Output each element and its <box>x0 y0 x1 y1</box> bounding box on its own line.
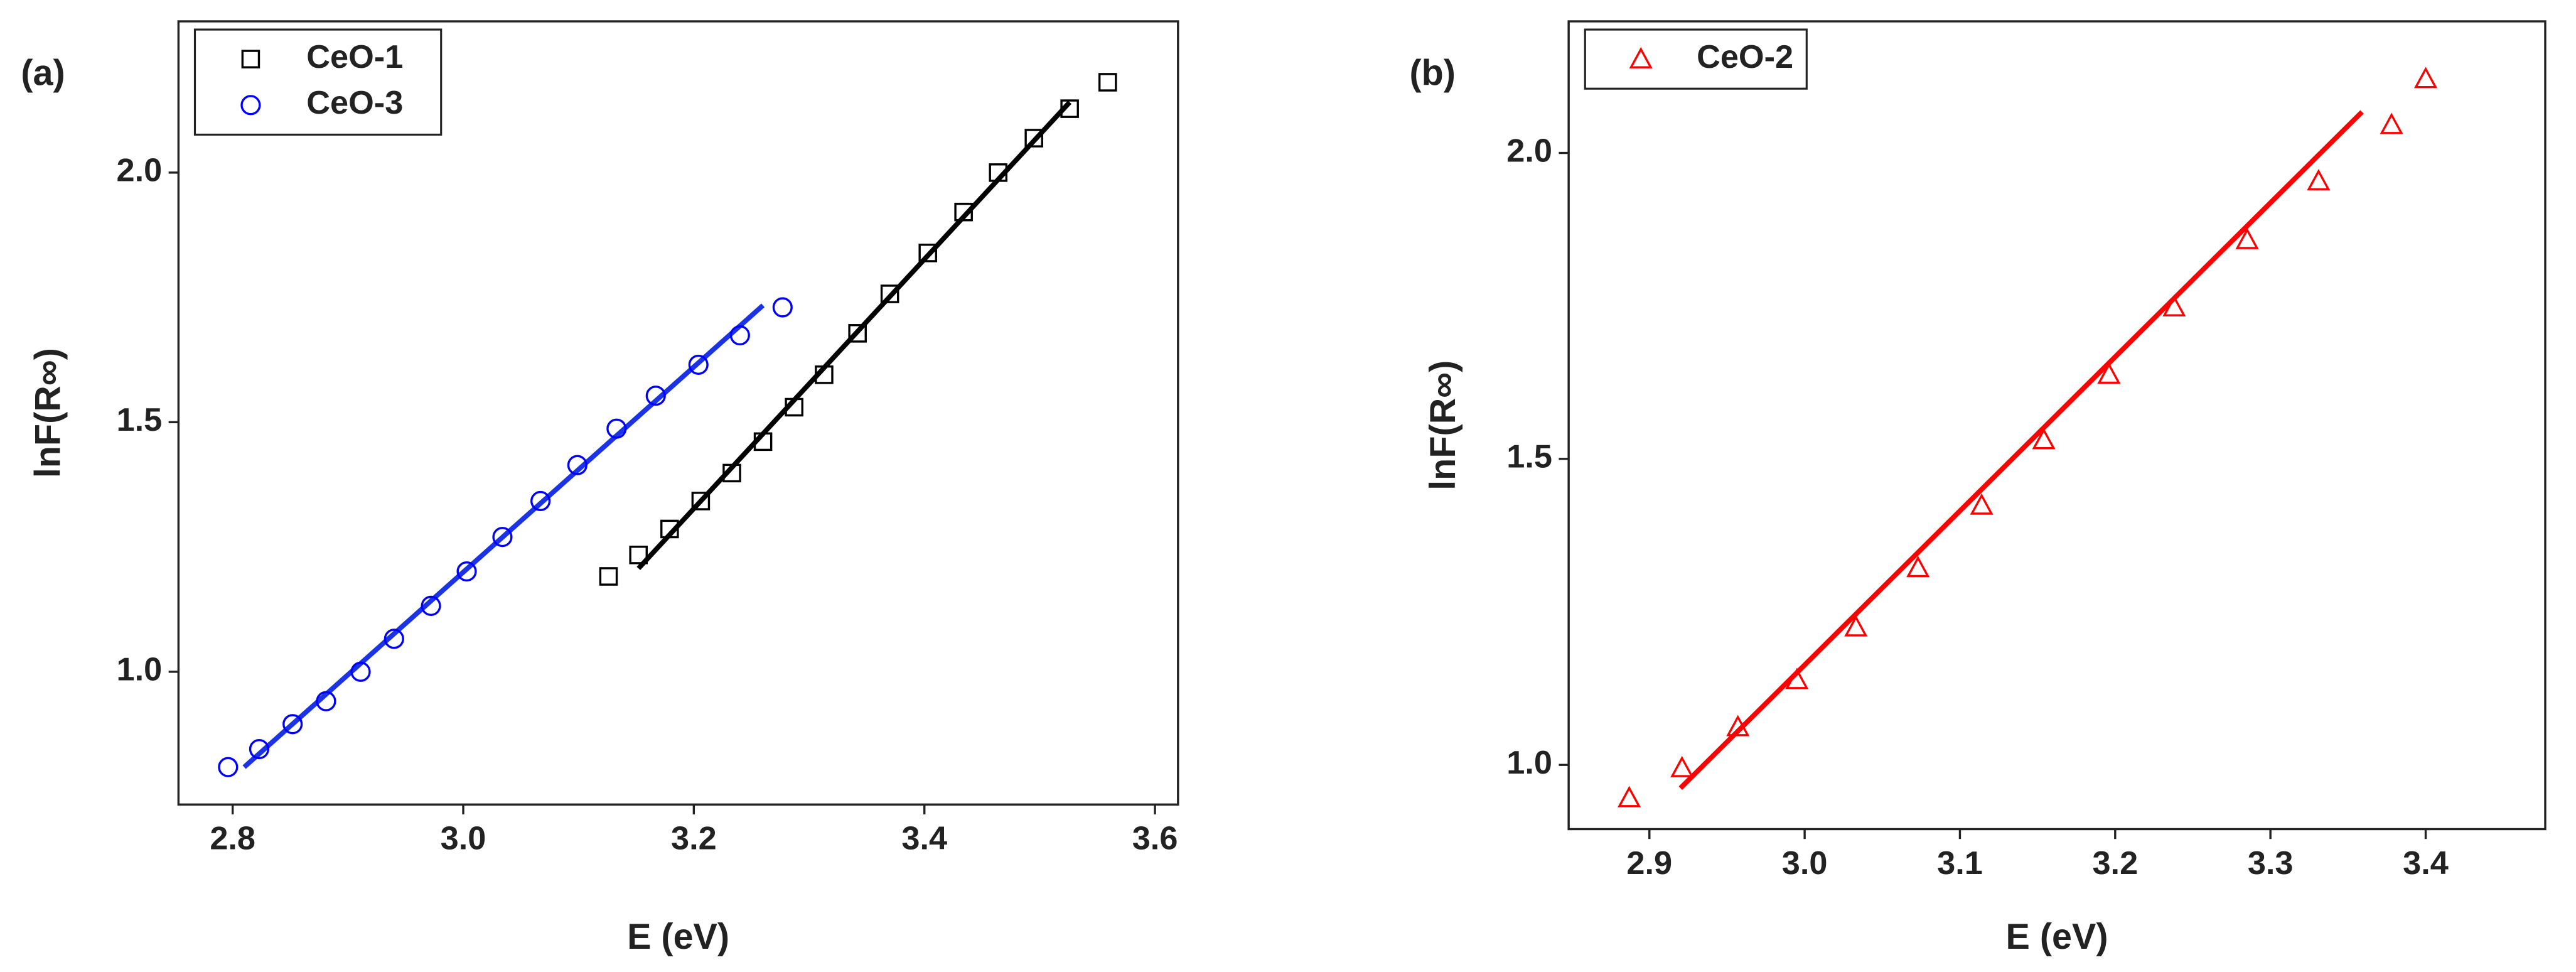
marker-circle <box>421 595 441 616</box>
marker-triangle <box>2235 227 2259 249</box>
marker-circle <box>282 714 303 735</box>
marker-square <box>954 202 973 222</box>
marker-triangle <box>2307 169 2331 191</box>
x-tick-label: 3.4 <box>901 821 947 857</box>
marker-triangle <box>1906 556 1930 578</box>
fit-line <box>1678 110 2364 790</box>
marker-circle <box>384 629 404 649</box>
marker-triangle <box>2413 67 2438 89</box>
marker-square <box>989 163 1008 182</box>
marker-square <box>599 567 618 586</box>
legend-label: CeO-3 <box>306 85 403 121</box>
fit-line <box>242 303 765 769</box>
legend-box <box>1584 28 1808 90</box>
marker-square <box>815 365 834 384</box>
marker-triangle <box>2032 428 2056 450</box>
x-tick-label: 3.0 <box>1782 845 1828 882</box>
marker-triangle <box>1785 667 1809 689</box>
x-tick-label: 3.2 <box>2092 845 2138 882</box>
marker-square <box>753 432 773 451</box>
x-tick-label: 3.0 <box>441 821 486 857</box>
x-tick-label: 3.4 <box>2403 845 2449 882</box>
panel-label: (b) <box>1410 53 1456 93</box>
marker-square <box>848 324 867 343</box>
marker-square <box>241 50 260 68</box>
marker-triangle <box>2380 112 2403 134</box>
marker-circle <box>218 757 239 777</box>
marker-triangle <box>1670 755 1694 777</box>
y-tick-label: 1.5 <box>117 402 163 438</box>
marker-square <box>785 397 803 417</box>
marker-circle <box>606 418 627 439</box>
y-tick-label: 1.0 <box>1506 745 1552 781</box>
x-tick-label: 3.3 <box>2248 845 2294 882</box>
fit-line <box>636 100 1072 570</box>
x-tick-label: 3.6 <box>1132 821 1178 857</box>
x-tick-label: 2.8 <box>210 821 255 857</box>
y-tick-label: 1.5 <box>1506 439 1552 475</box>
x-tick-label: 2.9 <box>1626 845 1672 882</box>
y-axis-title: lnF(R∞) <box>28 348 68 478</box>
marker-square <box>660 519 679 539</box>
marker-circle <box>729 325 750 346</box>
marker-square <box>1060 99 1079 118</box>
marker-circle <box>240 95 261 116</box>
y-axis-title: lnF(R∞) <box>1423 360 1463 490</box>
x-axis-title: E (eV) <box>2006 917 2108 957</box>
panel-label: (a) <box>21 53 65 93</box>
marker-circle <box>688 354 709 375</box>
marker-circle <box>645 386 666 406</box>
marker-triangle <box>1629 46 1653 68</box>
y-tick-label: 2.0 <box>1506 132 1552 169</box>
y-tick-label: 2.0 <box>117 153 163 189</box>
marker-circle <box>492 527 513 548</box>
marker-triangle <box>2162 294 2186 316</box>
marker-triangle <box>2097 362 2121 384</box>
marker-circle <box>530 490 551 512</box>
marker-circle <box>350 661 371 682</box>
marker-square <box>629 546 648 564</box>
legend-label: CeO-1 <box>306 39 403 75</box>
x-tick-label: 3.1 <box>1937 845 1983 882</box>
marker-square <box>691 492 711 510</box>
marker-triangle <box>1970 493 1994 515</box>
legend-box <box>193 28 443 136</box>
marker-square <box>880 284 899 303</box>
marker-circle <box>772 297 793 318</box>
plot-frame <box>177 20 1179 806</box>
marker-circle <box>249 738 270 760</box>
marker-triangle <box>1726 715 1750 737</box>
marker-circle <box>567 455 588 475</box>
marker-square <box>1024 129 1043 148</box>
legend-label: CeO-2 <box>1697 39 1793 75</box>
marker-square <box>722 463 741 483</box>
plot-frame <box>1567 20 2546 831</box>
marker-circle <box>456 561 477 582</box>
marker-square <box>1098 73 1117 92</box>
marker-triangle <box>1618 786 1641 807</box>
marker-triangle <box>1844 615 1868 637</box>
x-axis-title: E (eV) <box>627 917 729 957</box>
y-tick-label: 1.0 <box>117 652 163 688</box>
marker-square <box>918 244 938 262</box>
x-tick-label: 3.2 <box>671 821 717 857</box>
marker-circle <box>316 691 336 711</box>
